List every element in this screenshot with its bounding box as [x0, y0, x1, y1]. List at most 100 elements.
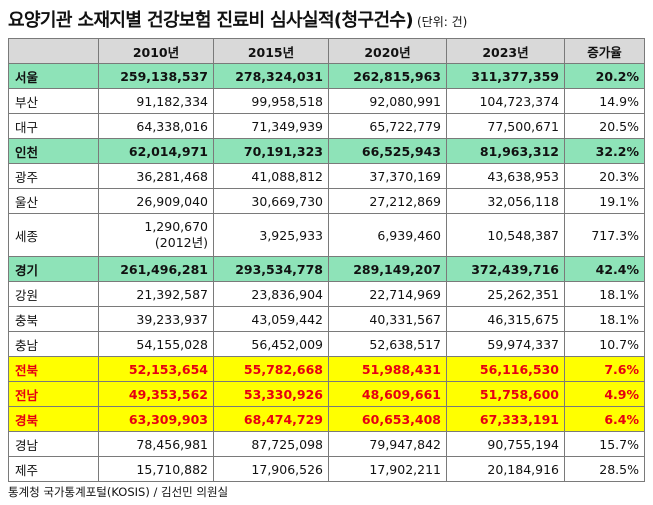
table-row: 부산 91,182,334 99,958,518 92,080,991 104,…: [8, 88, 645, 114]
value-2015-cell: 71,349,939: [213, 113, 329, 139]
value-2010-cell: 64,338,016: [98, 113, 214, 139]
growth-rate-cell: 42.4%: [564, 256, 645, 282]
value-2010-number: 1,290,670: [144, 219, 208, 234]
region-cell: 서울: [8, 63, 99, 89]
title-main: 요양기관 소재지별 건강보험 진료비 심사실적(청구건수): [8, 10, 414, 31]
region-cell: 전북: [8, 356, 99, 382]
value-2023-cell: 46,315,675: [446, 306, 565, 332]
value-2020-cell: 79,947,842: [328, 431, 447, 457]
table-row: 경남 78,456,981 87,725,098 79,947,842 90,7…: [8, 431, 645, 457]
value-2020-cell: 289,149,207: [328, 256, 447, 282]
region-cell: 충남: [8, 331, 99, 357]
value-2010-cell: 78,456,981: [98, 431, 214, 457]
value-2020-cell: 22,714,969: [328, 281, 447, 307]
value-2020-cell: 40,331,567: [328, 306, 447, 332]
value-2020-cell: 27,212,869: [328, 188, 447, 214]
table-row: 대구 64,338,016 71,349,939 65,722,779 77,5…: [8, 113, 645, 139]
region-cell: 대구: [8, 113, 99, 139]
header-2023: 2023년: [446, 38, 565, 64]
growth-rate-cell: 20.3%: [564, 163, 645, 189]
value-2023-cell: 90,755,194: [446, 431, 565, 457]
region-cell: 인천: [8, 138, 99, 164]
growth-rate-cell: 15.7%: [564, 431, 645, 457]
region-cell: 경북: [8, 406, 99, 432]
growth-rate-cell: 20.5%: [564, 113, 645, 139]
value-2020-cell: 37,370,169: [328, 163, 447, 189]
value-2023-cell: 67,333,191: [446, 406, 565, 432]
table-header-row: 2010년 2015년 2020년 2023년 증가율: [8, 38, 645, 64]
header-2020: 2020년: [328, 38, 447, 64]
value-2015-cell: 3,925,933: [213, 213, 329, 257]
table-row: 서울 259,138,537 278,324,031 262,815,963 3…: [8, 63, 645, 89]
region-cell: 부산: [8, 88, 99, 114]
growth-rate-cell: 20.2%: [564, 63, 645, 89]
value-2020-cell: 51,988,431: [328, 356, 447, 382]
value-2015-cell: 293,534,778: [213, 256, 329, 282]
table-row: 경북 63,309,903 68,474,729 60,653,408 67,3…: [8, 406, 645, 432]
value-2020-cell: 6,939,460: [328, 213, 447, 257]
region-cell: 광주: [8, 163, 99, 189]
growth-rate-cell: 4.9%: [564, 381, 645, 407]
value-2015-cell: 43,059,442: [213, 306, 329, 332]
value-2010-cell: 91,182,334: [98, 88, 214, 114]
growth-rate-cell: 7.6%: [564, 356, 645, 382]
table-row: 강원 21,392,587 23,836,904 22,714,969 25,2…: [8, 281, 645, 307]
value-2015-cell: 17,906,526: [213, 456, 329, 482]
value-2015-cell: 55,782,668: [213, 356, 329, 382]
value-2023-cell: 77,500,671: [446, 113, 565, 139]
table-row: 전북 52,153,654 55,782,668 51,988,431 56,1…: [8, 356, 645, 382]
header-2015: 2015년: [213, 38, 329, 64]
value-2023-cell: 56,116,530: [446, 356, 565, 382]
value-2010-cell: 62,014,971: [98, 138, 214, 164]
region-cell: 세종: [8, 213, 99, 257]
value-2023-cell: 51,758,600: [446, 381, 565, 407]
value-2015-cell: 68,474,729: [213, 406, 329, 432]
value-2020-cell: 66,525,943: [328, 138, 447, 164]
table-row: 울산 26,909,040 30,669,730 27,212,869 32,0…: [8, 188, 645, 214]
value-2010-cell: 1,290,670 (2012년): [98, 213, 214, 257]
table-row: 광주 36,281,468 41,088,812 37,370,169 43,6…: [8, 163, 645, 189]
value-2015-cell: 99,958,518: [213, 88, 329, 114]
table-row: 제주 15,710,882 17,906,526 17,902,211 20,1…: [8, 456, 645, 482]
value-2020-cell: 262,815,963: [328, 63, 447, 89]
page-title: 요양기관 소재지별 건강보험 진료비 심사실적(청구건수) (단위: 건): [8, 8, 467, 34]
value-2015-cell: 23,836,904: [213, 281, 329, 307]
value-2010-cell: 52,153,654: [98, 356, 214, 382]
title-unit: (단위: 건): [417, 15, 468, 29]
growth-rate-cell: 14.9%: [564, 88, 645, 114]
value-2015-cell: 56,452,009: [213, 331, 329, 357]
value-2023-cell: 311,377,359: [446, 63, 565, 89]
table-row: 세종 1,290,670 (2012년) 3,925,933 6,939,460…: [8, 213, 645, 257]
growth-rate-cell: 18.1%: [564, 306, 645, 332]
value-2010-cell: 261,496,281: [98, 256, 214, 282]
value-2023-cell: 372,439,716: [446, 256, 565, 282]
growth-rate-cell: 28.5%: [564, 456, 645, 482]
value-2010-cell: 63,309,903: [98, 406, 214, 432]
value-2023-cell: 43,638,953: [446, 163, 565, 189]
value-2015-cell: 30,669,730: [213, 188, 329, 214]
value-2015-cell: 41,088,812: [213, 163, 329, 189]
value-2020-cell: 92,080,991: [328, 88, 447, 114]
table-row: 충북 39,233,937 43,059,442 40,331,567 46,3…: [8, 306, 645, 332]
value-2015-cell: 87,725,098: [213, 431, 329, 457]
header-region: [8, 38, 99, 64]
value-2023-cell: 20,184,916: [446, 456, 565, 482]
value-2015-cell: 70,191,323: [213, 138, 329, 164]
region-cell: 전남: [8, 381, 99, 407]
value-2010-cell: 26,909,040: [98, 188, 214, 214]
growth-rate-cell: 6.4%: [564, 406, 645, 432]
header-growth-rate: 증가율: [564, 38, 645, 64]
value-2020-cell: 65,722,779: [328, 113, 447, 139]
header-2010: 2010년: [98, 38, 214, 64]
value-2023-cell: 32,056,118: [446, 188, 565, 214]
growth-rate-cell: 10.7%: [564, 331, 645, 357]
source-footnote: 통계청 국가통계포털(KOSIS) / 김선민 의원실: [8, 485, 229, 499]
value-2015-cell: 53,330,926: [213, 381, 329, 407]
value-2023-cell: 81,963,312: [446, 138, 565, 164]
growth-rate-cell: 717.3%: [564, 213, 645, 257]
region-cell: 경남: [8, 431, 99, 457]
region-cell: 울산: [8, 188, 99, 214]
region-cell: 경기: [8, 256, 99, 282]
value-2010-cell: 259,138,537: [98, 63, 214, 89]
growth-rate-cell: 18.1%: [564, 281, 645, 307]
